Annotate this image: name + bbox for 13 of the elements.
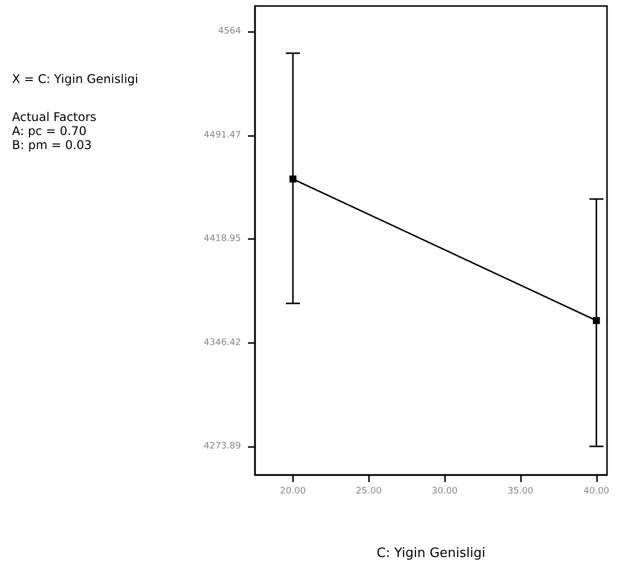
text: Actual Factors A: pc = 0.70 B: pm = 0.03 xyxy=(12,110,96,152)
y-tick-label: 4418.95 xyxy=(204,234,241,244)
x-tick-label: 20.00 xyxy=(280,486,306,496)
y-tick-label: 4273.89 xyxy=(204,442,242,452)
text: X = C: Yigin Genisligi xyxy=(12,72,138,86)
x-axis-title: C: Yigin Genisligi xyxy=(376,546,486,561)
x-tick-label: 30.00 xyxy=(432,486,458,496)
y-tick-label: 4564 xyxy=(218,26,242,37)
x-tick-label: 35.00 xyxy=(508,486,534,496)
x-tick-label: 25.00 xyxy=(356,486,382,496)
x-tick-label: 40.00 xyxy=(583,486,610,496)
y-tick-label: 4346.42 xyxy=(204,338,241,348)
y-tick-label: 4491.47 xyxy=(204,130,241,140)
